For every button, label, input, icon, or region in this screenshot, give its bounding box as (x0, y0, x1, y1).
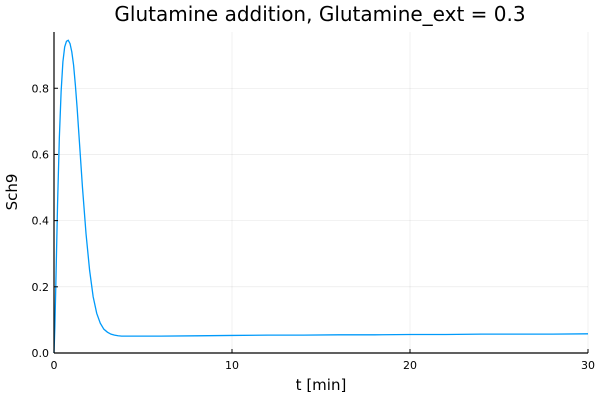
series-layer (53, 39, 589, 354)
y-tick-label: 0.6 (32, 148, 50, 161)
x-tick-label: 0 (51, 359, 58, 372)
y-tick-label: 0.4 (32, 215, 50, 228)
y-axis-label: Sch9 (3, 174, 21, 211)
y-tick-label: 0.2 (32, 281, 50, 294)
axes-layer (53, 32, 588, 354)
y-tick-label: 0.8 (32, 82, 50, 95)
series-line-sch9 (53, 39, 589, 354)
x-tick-label: 20 (403, 359, 417, 372)
chart-title: Glutamine addition, Glutamine_ext = 0.3 (114, 2, 525, 26)
y-tick-label: 0.0 (32, 347, 50, 360)
ticks-layer: 0 10 20 30 0.0 0.2 0.4 0.6 0.8 (32, 82, 596, 372)
x-tick-label: 30 (581, 359, 595, 372)
x-axis-label: t [min] (296, 376, 347, 394)
x-tick-label: 10 (225, 359, 239, 372)
